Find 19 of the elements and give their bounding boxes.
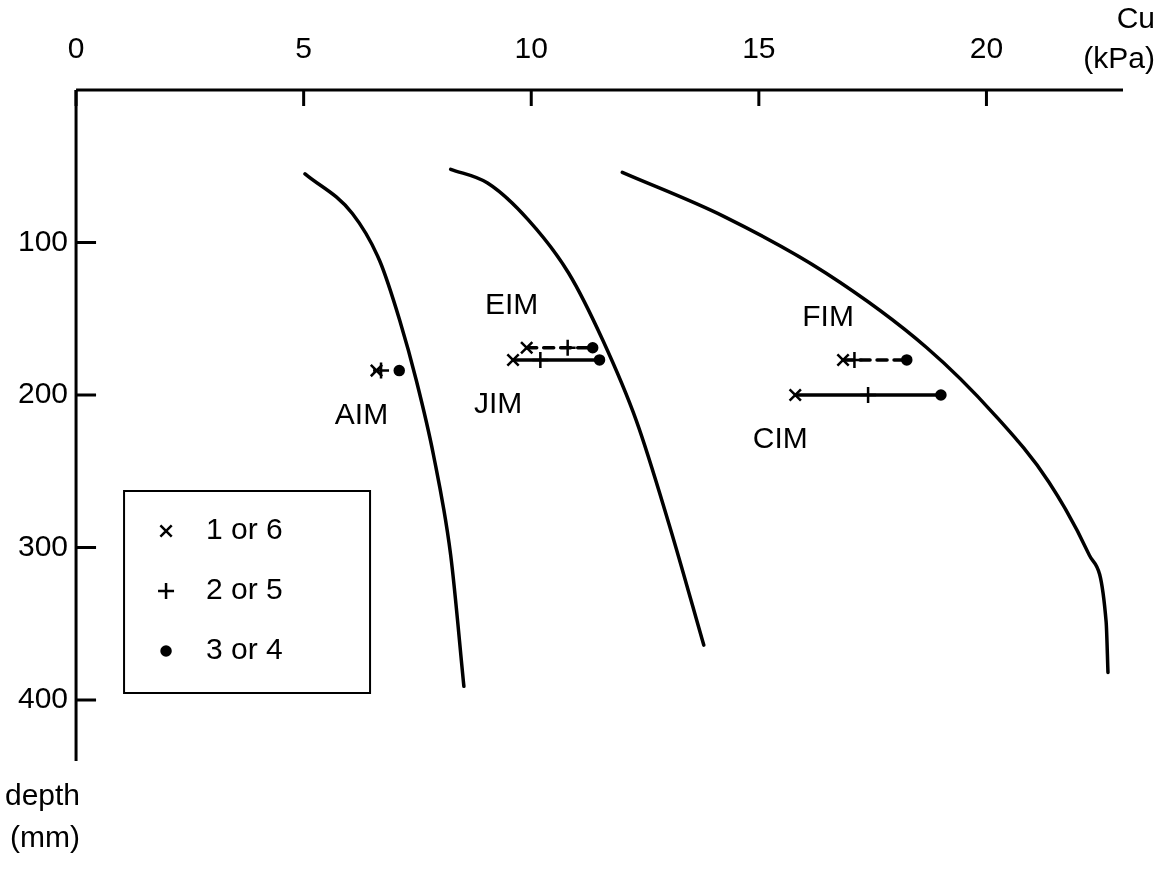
x-axis-title: Cu (kPa) — [1083, 1, 1155, 75]
y-tick-label: 200 — [17, 376, 69, 410]
y-tick-label: 300 — [17, 528, 69, 562]
x-tick-label: 10 — [514, 31, 548, 65]
annotation: AIM — [334, 396, 389, 430]
legend-label: 2 or 5 — [206, 572, 283, 606]
y-tick-label: 100 — [17, 223, 69, 257]
legend-label: 1 or 6 — [206, 512, 283, 546]
x-tick-label: 15 — [742, 31, 776, 65]
annotation: FIM — [802, 299, 854, 333]
x-tick-label: 20 — [969, 31, 1004, 65]
x-tick-label: 5 — [295, 31, 312, 65]
annotation: EIM — [485, 286, 539, 320]
x-tick-label: 0 — [67, 31, 85, 65]
legend-label: 3 or 4 — [206, 632, 283, 666]
annotation: JIM — [473, 386, 523, 420]
annotation: CIM — [752, 421, 808, 455]
y-axis-title: depth (mm) — [4, 778, 81, 854]
y-tick-label: 400 — [17, 681, 69, 715]
